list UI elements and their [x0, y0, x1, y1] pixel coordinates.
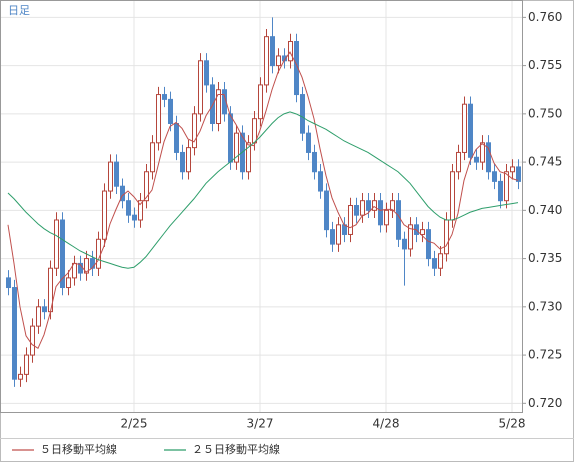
candle-body	[396, 200, 401, 240]
candle-body	[276, 55, 281, 67]
candle-body	[366, 200, 371, 211]
candle-body	[408, 224, 413, 250]
x-tick-label: 2/25	[121, 417, 148, 431]
candle-body	[468, 103, 473, 158]
candle-body	[360, 200, 365, 216]
legend-label: ２５日移動平均線	[192, 442, 280, 456]
candle-body	[258, 84, 263, 120]
candle-body	[486, 142, 491, 173]
candle-body	[372, 200, 377, 211]
candle-body	[384, 209, 389, 226]
candle-body	[216, 89, 221, 125]
candle-body	[324, 190, 329, 231]
candle-body	[450, 171, 455, 221]
candle-body	[180, 151, 185, 173]
candle-body	[444, 219, 449, 255]
candle-body	[354, 205, 359, 216]
candle-body	[114, 161, 119, 187]
candle-body	[138, 200, 143, 221]
candle-body	[294, 40, 299, 96]
x-tick-label: 4/28	[373, 417, 400, 431]
candle-body	[18, 373, 23, 380]
candle-body	[480, 142, 485, 163]
y-tick-label: 0.760	[528, 10, 562, 24]
candle-body	[150, 142, 155, 173]
candle-body	[126, 200, 131, 216]
candle-body	[492, 171, 497, 182]
candle-body	[204, 60, 209, 86]
y-tick-label: 0.745	[528, 155, 562, 169]
candle-body	[96, 238, 101, 269]
candle-body	[234, 132, 239, 163]
candle-body	[348, 205, 353, 235]
candle-body	[24, 354, 29, 375]
candle-body	[378, 200, 383, 226]
candle-body	[306, 132, 311, 153]
y-tick-label: 0.735	[528, 251, 562, 265]
candle-body	[432, 258, 437, 269]
ma-line	[7, 111, 519, 269]
candle-body	[108, 161, 113, 192]
plot	[6, 17, 521, 387]
x-tick-label: 5/28	[499, 417, 526, 431]
candle-body	[462, 103, 467, 153]
x-tick-label: 3/27	[247, 417, 274, 431]
candle-body	[84, 258, 89, 274]
candle-body	[174, 123, 179, 153]
y-tick-label: 0.725	[528, 348, 562, 362]
candle-body	[438, 253, 443, 269]
candle-body	[318, 171, 323, 192]
candle-body	[270, 36, 275, 67]
candle-body	[156, 94, 161, 144]
candle-body	[330, 229, 335, 245]
candle-body	[66, 277, 71, 289]
candle-body	[498, 180, 503, 202]
candle-body	[144, 171, 149, 202]
candle-body	[102, 190, 107, 240]
candle-body	[336, 224, 341, 245]
candle-body	[54, 219, 59, 269]
candle-body	[264, 36, 269, 86]
y-tick-label: 0.750	[528, 106, 562, 120]
y-tick-label: 0.755	[528, 58, 562, 72]
chart-title: 日足	[8, 4, 30, 17]
y-tick-label: 0.740	[528, 203, 562, 217]
candle-body	[192, 113, 197, 149]
candle-body	[300, 94, 305, 134]
candle-body	[30, 325, 35, 356]
candle-body	[42, 306, 47, 313]
candle-body	[456, 151, 461, 173]
candle-body	[132, 214, 137, 221]
candle-body	[426, 229, 431, 260]
candle-body	[246, 142, 251, 173]
candle-body	[420, 229, 425, 235]
candle-body	[402, 238, 407, 250]
ma-line	[7, 51, 519, 350]
candle-body	[474, 156, 479, 163]
candle-body	[504, 171, 509, 202]
candle-body	[228, 113, 233, 163]
candle-body	[510, 166, 515, 173]
candle-body	[60, 219, 65, 289]
candle-body	[12, 287, 17, 380]
grid	[0, 0, 522, 412]
candle-body	[252, 118, 257, 144]
candle-body	[186, 147, 191, 173]
legend-label: ５日移動平均線	[40, 442, 117, 456]
y-tick-label: 0.730	[528, 299, 562, 313]
candle-body	[516, 166, 521, 182]
candle-body	[168, 98, 173, 125]
candle-body	[288, 40, 293, 62]
plot-border	[0, 0, 523, 413]
candle-body	[6, 277, 11, 289]
candle-body	[198, 60, 203, 115]
y-tick-label: 0.720	[528, 396, 562, 410]
candle-body	[312, 151, 317, 173]
candle-body	[36, 306, 41, 327]
candle-body	[162, 94, 167, 100]
